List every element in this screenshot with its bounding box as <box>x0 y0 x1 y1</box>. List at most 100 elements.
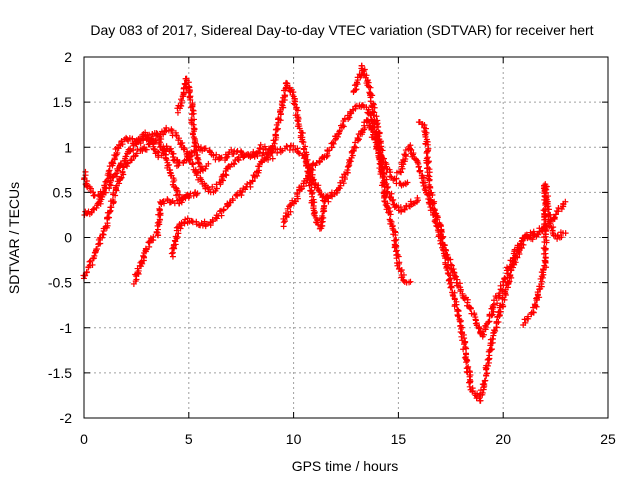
data-point <box>155 149 162 156</box>
data-point <box>186 93 193 100</box>
data-point <box>312 162 319 169</box>
data-point <box>282 92 289 99</box>
data-point <box>347 110 354 117</box>
series-track-b <box>81 129 275 203</box>
data-point <box>114 150 121 157</box>
data-point <box>190 134 197 141</box>
data-point <box>532 302 539 309</box>
y-tick-label: -1 <box>60 320 73 336</box>
data-point <box>193 146 200 153</box>
data-point <box>543 239 550 246</box>
data-point <box>108 160 115 167</box>
data-point <box>250 172 257 179</box>
data-point <box>387 211 394 218</box>
data-point <box>518 238 525 245</box>
data-point <box>545 193 552 200</box>
series-track-d <box>130 192 190 287</box>
data-point <box>562 230 569 237</box>
data-point <box>290 142 297 149</box>
data-point <box>194 169 201 176</box>
data-point <box>291 101 298 108</box>
data-point <box>398 169 405 176</box>
data-point <box>187 96 194 103</box>
data-point <box>475 324 482 331</box>
data-point <box>346 114 353 121</box>
data-point <box>499 301 506 308</box>
data-point <box>310 211 317 218</box>
data-point <box>172 241 179 248</box>
series-track-f <box>174 75 212 175</box>
y-axis-ticks: -2 -1.5 -1 -0.5 0 0.5 1 1.5 2 <box>48 49 608 426</box>
data-point <box>117 162 124 169</box>
data-point <box>354 77 361 84</box>
data-point <box>294 195 301 202</box>
data-point <box>220 206 227 213</box>
data-point <box>187 190 194 197</box>
data-point <box>173 224 180 231</box>
data-point <box>127 148 134 155</box>
data-point <box>190 128 197 135</box>
data-point <box>463 359 470 366</box>
data-point <box>229 197 236 204</box>
data-point <box>555 204 562 211</box>
data-point <box>184 154 191 161</box>
data-point <box>300 146 307 153</box>
data-point <box>378 182 385 189</box>
data-point <box>455 282 462 289</box>
data-point <box>476 325 483 332</box>
data-point <box>118 160 125 167</box>
y-tick-label: 1 <box>64 139 72 155</box>
data-point <box>540 244 547 251</box>
data-point <box>189 161 196 168</box>
data-point <box>451 295 458 302</box>
chart-title: Day 083 of 2017, Sidereal Day-to-day VTE… <box>90 22 593 38</box>
data-point <box>271 140 278 147</box>
data-point <box>451 301 458 308</box>
data-point <box>482 324 489 331</box>
data-point <box>384 204 391 211</box>
data-point <box>489 311 496 318</box>
data-point <box>119 141 126 148</box>
data-point <box>257 141 264 148</box>
data-point <box>445 261 452 268</box>
data-point <box>175 137 182 144</box>
data-point <box>192 138 199 145</box>
data-point <box>344 163 351 170</box>
data-point <box>466 383 473 390</box>
data-point <box>185 89 192 96</box>
data-point <box>544 206 551 213</box>
data-point <box>107 204 114 211</box>
data-point <box>414 157 421 164</box>
data-point <box>238 192 245 199</box>
y-tick-label: 1.5 <box>53 94 73 110</box>
data-point <box>397 268 404 275</box>
data-point <box>347 158 354 165</box>
data-point <box>420 174 427 181</box>
data-point <box>158 136 165 143</box>
data-point <box>143 146 150 153</box>
data-point <box>275 115 282 122</box>
data-point <box>213 151 220 158</box>
data-point <box>195 159 202 166</box>
data-point <box>194 190 201 197</box>
data-point <box>296 125 303 132</box>
data-point <box>228 146 235 153</box>
data-point <box>182 81 189 88</box>
data-point <box>157 143 164 150</box>
data-point <box>414 194 421 201</box>
data-point <box>427 184 434 191</box>
data-point <box>438 235 445 242</box>
data-point <box>266 146 273 153</box>
data-point <box>134 139 141 146</box>
data-point <box>399 165 406 172</box>
y-tick-label: -2 <box>60 410 73 426</box>
data-point <box>82 172 89 179</box>
data-point <box>274 125 281 132</box>
data-point <box>142 245 149 252</box>
data-point <box>457 323 464 330</box>
data-point <box>302 153 309 160</box>
data-point <box>238 149 245 156</box>
x-tick-label: 20 <box>495 431 511 447</box>
data-point <box>128 157 135 164</box>
data-point <box>520 241 527 248</box>
